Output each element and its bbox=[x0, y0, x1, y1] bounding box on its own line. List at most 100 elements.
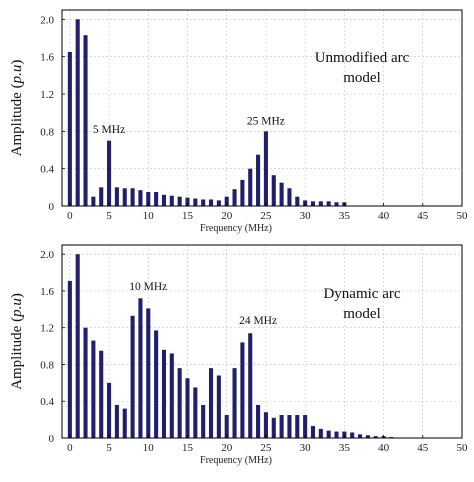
peak-annotation: 10 MHz bbox=[129, 281, 167, 293]
bar-34-mhz bbox=[334, 202, 339, 206]
lower-spectrum-chart: 0 5 10 15 20 25 30 35 40 45 50 0 0.4 0.8 1.2 1.6 2.0 Freq… bbox=[9, 244, 469, 466]
bar-8-mhz bbox=[130, 188, 135, 206]
bar-16-mhz bbox=[193, 198, 198, 206]
x-tick-label: 10 bbox=[143, 210, 155, 222]
y-tick-label: 1.6 bbox=[40, 286, 54, 298]
bar-12-mhz bbox=[161, 349, 166, 438]
bar-18-mhz bbox=[208, 199, 214, 206]
bar-10-mhz bbox=[146, 308, 151, 438]
bar-27-mhz bbox=[279, 182, 284, 206]
bar-18-mhz bbox=[208, 368, 214, 438]
bar-8-mhz bbox=[130, 315, 135, 438]
y-axis-label-close: ) bbox=[9, 293, 25, 298]
bar-13-mhz bbox=[169, 195, 174, 206]
x-tick-label: 0 bbox=[67, 442, 73, 454]
model-label-line: model bbox=[343, 306, 381, 322]
x-tick-label: 15 bbox=[182, 442, 194, 454]
y-tick-label: 1.6 bbox=[40, 52, 54, 64]
bar-39-mhz bbox=[373, 436, 378, 438]
x-tick-label: 35 bbox=[339, 442, 351, 454]
x-tick-label: 30 bbox=[300, 442, 312, 454]
y-axis-label-main: Amplitude ( bbox=[9, 317, 25, 390]
bar-33-mhz bbox=[326, 201, 331, 206]
bar-17-mhz bbox=[201, 404, 206, 438]
bar-34-mhz bbox=[334, 431, 339, 438]
x-tick-label: 50 bbox=[457, 210, 469, 222]
bar-2-mhz bbox=[83, 327, 88, 438]
y-axis-label: Amplitude (p.u) bbox=[9, 60, 25, 157]
bar-22-mhz bbox=[240, 342, 245, 438]
y-tick-label: 0.8 bbox=[40, 126, 54, 138]
y-tick-label: 0 bbox=[49, 201, 55, 213]
bar-21-mhz bbox=[232, 368, 237, 438]
bar-36-mhz bbox=[350, 432, 355, 438]
y-axis-label-unit: p.u bbox=[9, 65, 25, 85]
peak-annotation: 25 MHz bbox=[247, 116, 285, 128]
bar-1-mhz bbox=[75, 254, 80, 438]
bar-11-mhz bbox=[154, 330, 159, 438]
bar-23-mhz bbox=[248, 168, 253, 206]
bar-25-mhz bbox=[263, 131, 268, 206]
bar-24-mhz bbox=[256, 154, 261, 206]
x-tick-label: 25 bbox=[260, 442, 272, 454]
bar-25-mhz bbox=[263, 412, 268, 438]
bar-7-mhz bbox=[122, 408, 127, 438]
bar-35-mhz bbox=[342, 431, 347, 438]
bar-27-mhz bbox=[279, 415, 284, 438]
bar-32-mhz bbox=[318, 428, 323, 438]
bar-29-mhz bbox=[295, 196, 300, 206]
bar-12-mhz bbox=[161, 194, 166, 206]
y-axis-label-close: ) bbox=[9, 60, 25, 65]
bar-14-mhz bbox=[177, 196, 182, 206]
x-tick-label: 35 bbox=[339, 210, 351, 222]
x-tick-label: 45 bbox=[417, 210, 429, 222]
y-axis-label-main: Amplitude ( bbox=[9, 83, 25, 156]
bar-4-mhz bbox=[99, 187, 104, 206]
x-tick-label: 5 bbox=[106, 210, 112, 222]
bar-22-mhz bbox=[240, 179, 245, 206]
bar-31-mhz bbox=[310, 201, 316, 206]
bar-28-mhz bbox=[287, 188, 292, 206]
bar-15-mhz bbox=[185, 197, 190, 206]
x-tick-label: 40 bbox=[378, 442, 390, 454]
bar-30-mhz bbox=[303, 415, 308, 438]
model-label-line: model bbox=[343, 70, 381, 86]
bar-29-mhz bbox=[295, 415, 300, 438]
x-axis-label: Frequency (MHz) bbox=[200, 455, 272, 466]
y-tick-label: 1.2 bbox=[40, 323, 54, 335]
bar-9-mhz bbox=[138, 298, 143, 438]
bar-4-mhz bbox=[99, 350, 104, 438]
x-tick-label: 50 bbox=[457, 442, 469, 454]
bar-33-mhz bbox=[326, 430, 331, 438]
bar-28-mhz bbox=[287, 415, 292, 438]
bar-16-mhz bbox=[193, 387, 198, 438]
x-axis-label: Frequency (MHz) bbox=[200, 223, 272, 234]
x-tick-label: 20 bbox=[221, 210, 233, 222]
bar-26-mhz bbox=[271, 417, 276, 438]
peak-annotation: 5 MHz bbox=[93, 124, 125, 136]
plot-frame bbox=[61, 244, 463, 439]
y-tick-label: 0.8 bbox=[40, 359, 54, 371]
bar-38-mhz bbox=[365, 435, 370, 438]
bar-10-mhz bbox=[146, 192, 151, 206]
bar-21-mhz bbox=[232, 189, 237, 206]
x-tick-label: 5 bbox=[106, 442, 112, 454]
bar-7-mhz bbox=[122, 188, 127, 206]
bar-0-mhz bbox=[67, 52, 72, 206]
bar-20-mhz bbox=[224, 415, 229, 438]
bar-11-mhz bbox=[154, 192, 159, 206]
x-tick-label: 45 bbox=[417, 442, 429, 454]
bar-19-mhz bbox=[216, 200, 221, 206]
model-label-line: Dynamic arc bbox=[323, 286, 400, 302]
bar-17-mhz bbox=[201, 199, 206, 206]
x-tick-label: 0 bbox=[67, 210, 73, 222]
bar-3-mhz bbox=[91, 340, 96, 438]
x-tick-label: 20 bbox=[221, 442, 233, 454]
bar-14-mhz bbox=[177, 368, 182, 438]
bar-6-mhz bbox=[114, 187, 119, 206]
y-axis-label-unit: p.u bbox=[9, 298, 25, 318]
y-axis-label: Amplitude (p.u) bbox=[9, 293, 25, 390]
y-tick-label: 1.2 bbox=[40, 89, 54, 101]
y-tick-label: 2.0 bbox=[40, 14, 54, 26]
bar-0-mhz bbox=[67, 280, 72, 438]
